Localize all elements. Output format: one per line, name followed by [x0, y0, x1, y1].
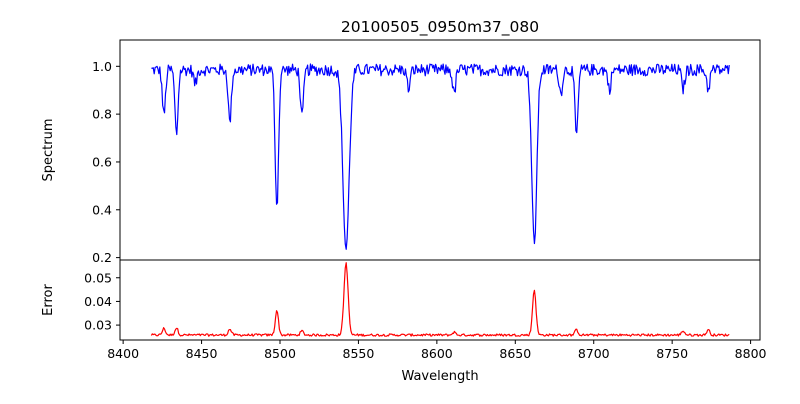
error-y-axis-label: Error	[41, 284, 56, 316]
x-tick-label: 8650	[499, 346, 531, 361]
error-y-tick-label: 0.03	[84, 318, 112, 333]
spectrum-panel: 0.2 0.4 0.6 0.8 1.0 Spectrum	[41, 39, 761, 265]
x-tick-label: 8400	[107, 346, 139, 361]
x-tick-label: 8800	[735, 346, 767, 361]
spectrum-y-ticks: 0.2 0.4 0.6 0.8 1.0	[92, 59, 120, 265]
spectrum-series-line	[151, 63, 730, 250]
spectrum-y-tick-label: 1.0	[92, 59, 112, 74]
spectrum-y-tick-label: 0.4	[92, 202, 112, 217]
x-tick-label: 8550	[343, 346, 375, 361]
x-tick-label: 8700	[578, 346, 610, 361]
x-tick-label: 8500	[264, 346, 296, 361]
spectrum-y-axis-label: Spectrum	[41, 119, 56, 182]
error-panel: 0.03 0.04 0.05 Error	[41, 259, 761, 341]
error-series-line	[150, 262, 730, 337]
x-tick-label: 8450	[186, 346, 218, 361]
x-tick-label: 8600	[421, 346, 453, 361]
error-plot-frame	[119, 259, 761, 341]
x-axis-ticks: 8400 8450 8500 8550 8600 8650 8700 8750 8800	[107, 340, 767, 361]
error-y-ticks: 0.03 0.04 0.05	[84, 270, 120, 333]
spectrum-y-tick-label: 0.8	[92, 107, 112, 122]
error-y-tick-label: 0.04	[84, 294, 112, 309]
spectrum-y-tick-label: 0.6	[92, 154, 112, 169]
spectrum-y-tick-label: 0.2	[92, 250, 112, 265]
error-y-tick-label: 0.05	[84, 270, 112, 285]
x-axis-label: Wavelength	[401, 369, 478, 384]
x-tick-label: 8750	[656, 346, 688, 361]
chart-title: 20100505_0950m37_080	[341, 18, 539, 37]
